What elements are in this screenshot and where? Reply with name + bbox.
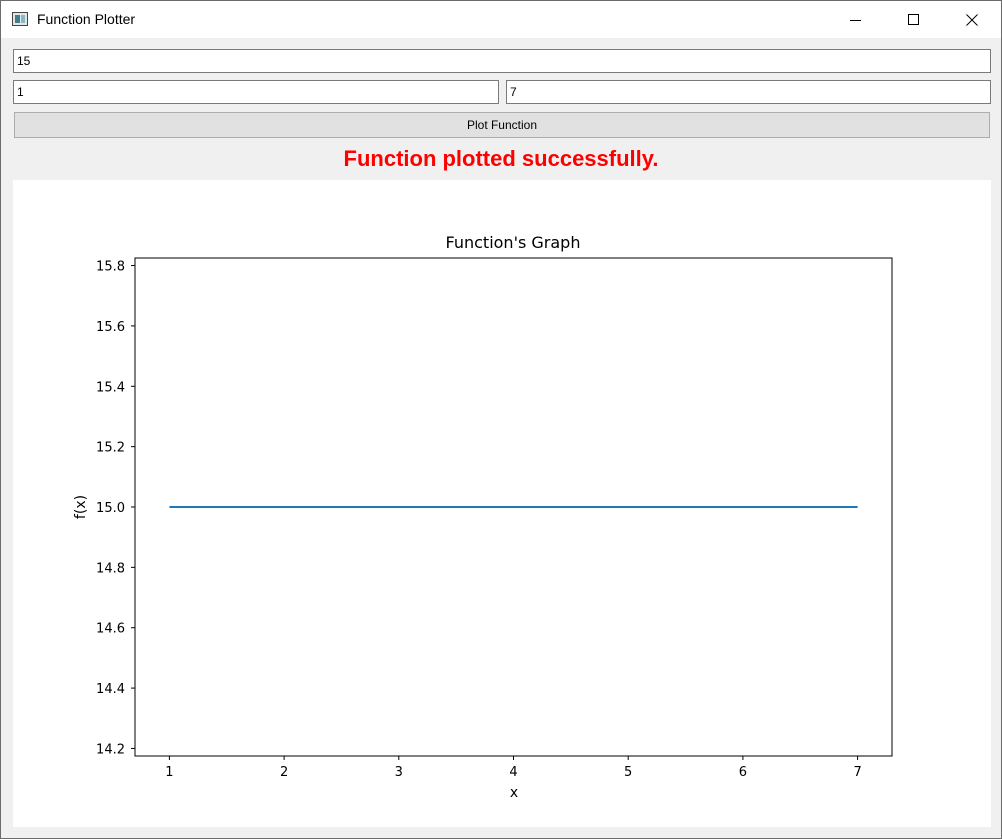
status-message: Function plotted successfully. xyxy=(343,146,659,171)
x-tick-label: 4 xyxy=(509,765,517,780)
minimize-icon xyxy=(850,19,861,21)
y-tick-label: 15.2 xyxy=(96,441,125,456)
plot-canvas: Function's Graph 1 2 3 4 5 6 7 14.2 14.4 14.6 14.… xyxy=(13,180,991,827)
window-title: Function Plotter xyxy=(37,11,136,27)
y-tick-label: 15.8 xyxy=(96,260,125,275)
maximize-button[interactable] xyxy=(885,1,943,38)
x-tick-label: 1 xyxy=(165,765,173,780)
x-tick-label: 6 xyxy=(739,765,747,780)
y-tick-label: 15.0 xyxy=(96,501,125,516)
min-x-input[interactable] xyxy=(13,80,499,104)
function-graph: Function's Graph 1 2 3 4 5 6 7 14.2 14.4 14.6 14.… xyxy=(73,233,893,801)
x-axis-label: x xyxy=(510,785,518,801)
y-tick-label: 14.4 xyxy=(96,682,125,697)
plot-function-button[interactable]: Plot Function xyxy=(14,112,990,138)
title-bar[interactable]: Function Plotter xyxy=(1,1,1001,38)
function-input[interactable] xyxy=(13,49,991,73)
y-tick-label: 14.6 xyxy=(96,622,125,637)
app-icon xyxy=(12,12,28,26)
y-tick-label: 15.6 xyxy=(96,320,125,335)
maximize-icon xyxy=(908,13,919,25)
x-tick-label: 3 xyxy=(395,765,403,780)
chart-title: Function's Graph xyxy=(446,233,581,252)
y-tick-label: 14.8 xyxy=(96,561,125,576)
x-tick-label: 5 xyxy=(624,765,632,780)
max-x-input[interactable] xyxy=(506,80,991,104)
close-icon xyxy=(966,13,978,26)
minimize-button[interactable] xyxy=(827,1,885,38)
close-button[interactable] xyxy=(943,1,1001,38)
x-tick-label: 2 xyxy=(280,765,288,780)
x-tick-label: 7 xyxy=(853,765,861,780)
y-axis-label: f(x) xyxy=(73,495,89,519)
y-tick-label: 15.4 xyxy=(96,380,125,395)
y-tick-label: 14.2 xyxy=(96,742,125,757)
